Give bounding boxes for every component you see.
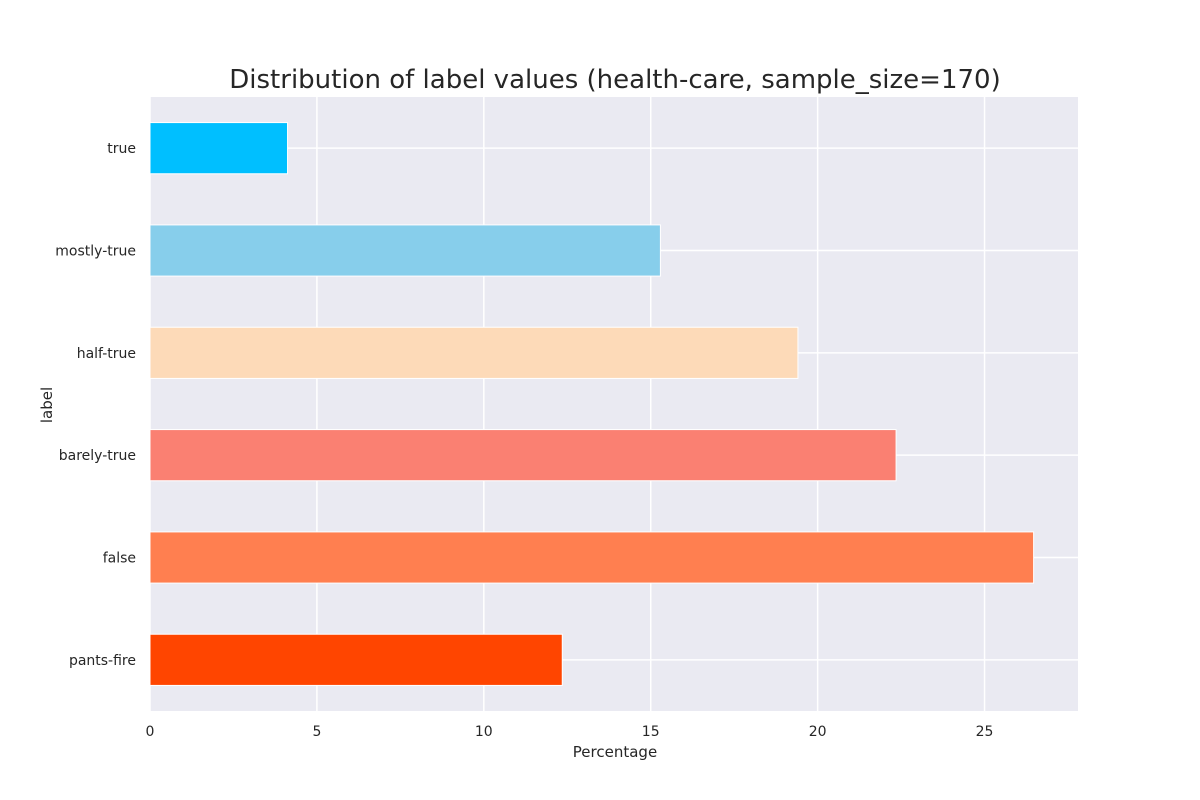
plot-background xyxy=(150,97,1078,711)
x-tick-label: 5 xyxy=(312,724,321,740)
x-tick-labels: 0 5 10 15 20 25 xyxy=(146,724,994,740)
x-tick-label: 15 xyxy=(642,724,660,740)
bar-pants-fire xyxy=(149,633,563,686)
y-tick-label: false xyxy=(103,551,136,567)
y-tick-label: barely-true xyxy=(59,448,136,464)
bar-barely-true xyxy=(149,429,897,482)
bar-false xyxy=(149,531,1035,584)
x-axis-label: Percentage xyxy=(573,743,657,761)
bar-true xyxy=(149,122,289,175)
y-axis-label: label xyxy=(38,387,56,423)
y-tick-labels: true mostly-true half-true barely-true false… xyxy=(55,141,136,669)
y-tick-label: half-true xyxy=(77,346,136,362)
x-tick-label: 20 xyxy=(809,724,827,740)
y-tick-label: mostly-true xyxy=(55,244,136,260)
x-tick-label: 25 xyxy=(976,724,994,740)
chart-title: Distribution of label values (health-car… xyxy=(229,65,1000,95)
bars-layer xyxy=(149,122,1035,686)
bar-mostly-true xyxy=(149,224,661,277)
x-tick-label: 10 xyxy=(475,724,493,740)
y-tick-label: pants-fire xyxy=(69,653,136,669)
y-tick-label: true xyxy=(107,141,136,157)
x-tick-label: 0 xyxy=(146,724,155,740)
bar-half-true xyxy=(149,326,799,379)
